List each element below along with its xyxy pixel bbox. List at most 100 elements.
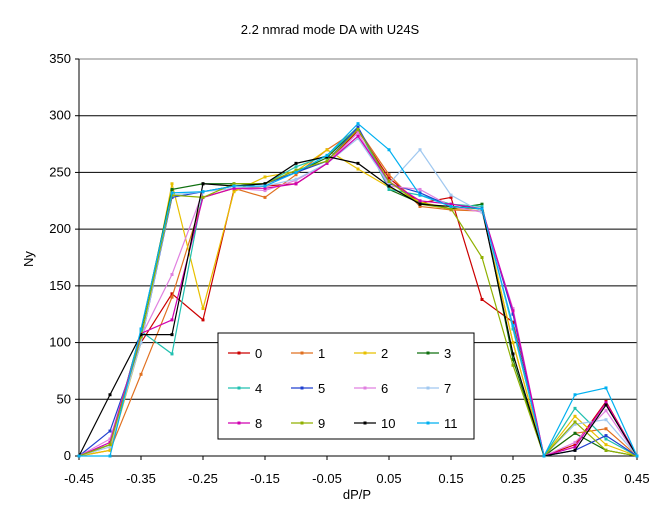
data-point-1-11	[418, 204, 422, 208]
data-point-10-2	[139, 333, 143, 337]
data-point-2-9	[356, 167, 360, 171]
data-point-10-17	[604, 403, 608, 407]
data-point-7-10	[387, 182, 391, 186]
y-tick-label-7: 350	[49, 51, 71, 66]
data-point-11-3	[170, 191, 174, 195]
data-point-8-12	[449, 202, 453, 206]
legend-swatch-marker-1	[300, 351, 304, 355]
y-tick-label-1: 50	[57, 391, 71, 406]
legend-label-2: 2	[381, 346, 388, 361]
data-point-10-6	[263, 182, 267, 186]
legend-label-5: 5	[318, 381, 325, 396]
data-point-10-11	[418, 202, 422, 206]
x-tick-label-6: 0.15	[438, 471, 463, 486]
x-tick-label-9: 0.45	[624, 471, 649, 486]
data-point-1-6	[263, 195, 267, 199]
data-point-11-4	[201, 190, 205, 194]
legend-swatch-marker-4	[237, 386, 241, 390]
data-point-6-14	[511, 307, 515, 311]
data-point-9-17	[604, 448, 608, 452]
data-point-9-1	[108, 443, 112, 447]
legend-swatch-marker-7	[426, 386, 430, 390]
data-point-11-13	[480, 207, 484, 211]
x-axis-title: dP/P	[343, 487, 371, 502]
legend-item-8: 8	[228, 416, 262, 431]
data-point-7-16	[573, 422, 577, 426]
data-point-6-9	[356, 131, 360, 135]
data-point-9-14	[511, 363, 515, 367]
data-point-1-10	[387, 173, 391, 177]
data-point-8-14	[511, 309, 515, 313]
x-tick-label-8: 0.35	[562, 471, 587, 486]
data-point-3-14	[511, 358, 515, 362]
legend: 0 1 2 3 4 5 6 7 8 9 10 11	[217, 332, 475, 440]
data-point-8-11	[418, 199, 422, 203]
data-point-0-12	[449, 195, 453, 199]
data-point-10-14	[511, 352, 515, 356]
legend-swatch-marker-8	[237, 421, 241, 425]
data-point-1-3	[170, 295, 174, 299]
y-tick-label-4: 200	[49, 221, 71, 236]
data-point-10-1	[108, 393, 112, 397]
data-point-4-14	[511, 327, 515, 331]
data-point-0-3	[170, 292, 174, 296]
data-point-7-2	[139, 341, 143, 345]
data-point-11-2	[139, 327, 143, 331]
legend-swatch-marker-11	[426, 421, 430, 425]
data-point-0-10	[387, 176, 391, 180]
legend-swatch-marker-6	[363, 386, 367, 390]
legend-label-7: 7	[444, 381, 451, 396]
legend-swatch-marker-2	[363, 351, 367, 355]
data-point-11-1	[108, 454, 112, 458]
data-point-8-6	[263, 186, 267, 190]
data-point-7-13	[480, 210, 484, 214]
legend-item-5: 5	[291, 381, 325, 396]
data-point-4-10	[387, 187, 391, 191]
data-point-8-17	[604, 401, 608, 405]
data-point-8-7	[294, 182, 298, 186]
data-point-0-16	[573, 443, 577, 447]
data-point-11-5	[232, 184, 236, 188]
data-point-10-16	[573, 448, 577, 452]
x-tick-label-3: -0.15	[250, 471, 280, 486]
data-point-6-11	[418, 187, 422, 191]
data-point-2-8	[325, 148, 329, 152]
y-axis-title: Ny	[21, 251, 36, 267]
data-point-9-16	[573, 420, 577, 424]
data-point-11-9	[356, 122, 360, 126]
data-point-10-7	[294, 161, 298, 165]
data-point-7-1	[108, 445, 112, 449]
data-point-9-12	[449, 207, 453, 211]
data-point-3-13	[480, 202, 484, 206]
data-point-0-4	[201, 318, 205, 322]
data-point-1-17	[604, 427, 608, 431]
data-point-11-16	[573, 393, 577, 397]
legend-item-3: 3	[417, 346, 451, 361]
data-point-11-17	[604, 386, 608, 390]
data-point-6-1	[108, 437, 112, 441]
legend-swatch-marker-10	[363, 421, 367, 425]
data-point-5-1	[108, 429, 112, 433]
data-point-4-13	[480, 204, 484, 208]
x-tick-label-5: 0.05	[376, 471, 401, 486]
legend-label-4: 4	[255, 381, 262, 396]
legend-label-9: 9	[318, 416, 325, 431]
data-point-11-15	[542, 454, 546, 458]
data-point-2-16	[573, 414, 577, 418]
y-tick-label-5: 250	[49, 164, 71, 179]
data-point-11-14	[511, 324, 515, 328]
data-point-2-17	[604, 443, 608, 447]
data-point-11-7	[294, 170, 298, 174]
legend-label-0: 0	[255, 346, 262, 361]
legend-swatch-marker-9	[300, 421, 304, 425]
data-point-6-6	[263, 189, 267, 193]
data-point-2-14	[511, 341, 515, 345]
data-point-3-16	[573, 431, 577, 435]
data-point-1-7	[294, 173, 298, 177]
data-point-3-3	[170, 187, 174, 191]
data-point-8-1	[108, 440, 112, 444]
x-tick-label-7: 0.25	[500, 471, 525, 486]
data-point-11-0	[77, 454, 81, 458]
legend-label-11: 11	[444, 416, 458, 431]
